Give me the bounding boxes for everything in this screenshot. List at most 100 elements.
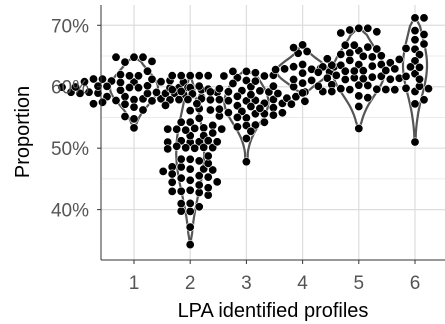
data-points [57,13,433,250]
data-point-5 [340,75,350,85]
data-point-2 [167,85,177,95]
x-tick-label: 6 [410,273,421,294]
data-point-4 [289,75,299,85]
data-point-4 [298,40,308,50]
data-point-5 [313,81,323,91]
data-point-5 [367,52,377,62]
data-point-1 [116,78,126,88]
data-point-2 [194,202,204,212]
data-point-3 [223,87,233,97]
data-point-2 [203,172,213,182]
data-point-5 [363,81,373,91]
data-point-2 [185,71,195,81]
data-point-2 [172,141,182,151]
y-tick-label: 50% [51,139,89,160]
data-point-4 [302,46,312,56]
data-point-3 [232,112,242,122]
data-point-2 [208,128,218,138]
data-point-5 [313,67,323,77]
data-point-5 [390,85,400,95]
data-point-1 [116,85,126,95]
data-point-3 [214,95,224,105]
data-point-1 [129,123,139,133]
data-point-3 [255,103,265,113]
data-point-5 [327,60,337,70]
data-point-1 [120,99,130,109]
data-point-5 [363,93,373,103]
data-point-6 [410,137,420,147]
data-point-5 [358,74,368,84]
data-point-2 [185,117,195,127]
x-tick-label: 4 [297,273,308,294]
data-point-5 [363,42,373,52]
data-point-5 [381,66,391,76]
data-point-2 [185,154,195,164]
data-point-4 [289,62,299,72]
data-point-1 [125,83,135,93]
panel-background [101,5,445,260]
data-point-2 [203,183,213,193]
data-point-2 [194,180,204,190]
data-point-3 [277,108,287,118]
data-point-5 [340,40,350,50]
data-point-1 [84,87,94,97]
data-point-5 [349,66,359,76]
y-tick-label: 70% [51,16,89,37]
data-point-1 [120,57,130,67]
data-point-3 [232,91,242,101]
data-point-5 [372,84,382,94]
data-point-1 [161,100,171,110]
data-point-1 [134,83,144,93]
y-tick-label: 60% [51,78,89,99]
data-point-6 [410,56,420,66]
data-point-3 [223,96,233,106]
data-point-3 [219,71,229,81]
data-point-3 [228,79,238,89]
data-point-4 [298,78,308,88]
data-point-1 [57,82,67,92]
data-point-2 [199,123,209,133]
data-point-3 [246,102,256,112]
data-point-2 [208,165,218,175]
data-point-4 [307,75,317,85]
data-point-3 [183,95,193,105]
data-point-5 [358,66,368,76]
data-point-2 [185,164,195,174]
data-point-2 [176,199,186,209]
data-point-1 [174,95,184,105]
data-point-2 [176,173,186,183]
data-point-6 [419,95,429,105]
data-point-2 [167,169,177,179]
data-point-5 [376,51,386,61]
data-point-6 [423,84,433,94]
data-point-1 [156,77,166,87]
data-point-1 [147,96,157,106]
data-point-5 [372,44,382,54]
data-point-3 [286,99,296,109]
data-point-1 [98,74,108,84]
data-point-3 [205,105,215,115]
data-point-1 [143,89,153,99]
data-point-6 [419,13,429,23]
data-point-3 [237,106,247,116]
data-point-1 [147,74,157,84]
data-point-1 [102,81,112,91]
data-point-2 [208,120,218,130]
data-point-5 [385,58,395,68]
data-point-3 [259,117,269,127]
x-tick-label: 1 [129,273,140,294]
data-point-3 [246,90,256,100]
data-point-5 [354,60,364,70]
data-point-1 [143,66,153,76]
data-point-3 [205,95,215,105]
data-point-5 [354,23,364,33]
data-point-5 [367,61,377,71]
data-point-5 [331,70,341,80]
data-point-6 [401,43,411,53]
data-point-5 [381,85,391,95]
data-point-1 [111,52,121,62]
data-point-2 [190,143,200,153]
data-point-5 [358,51,368,61]
data-point-5 [367,72,377,82]
data-point-1 [129,102,139,112]
